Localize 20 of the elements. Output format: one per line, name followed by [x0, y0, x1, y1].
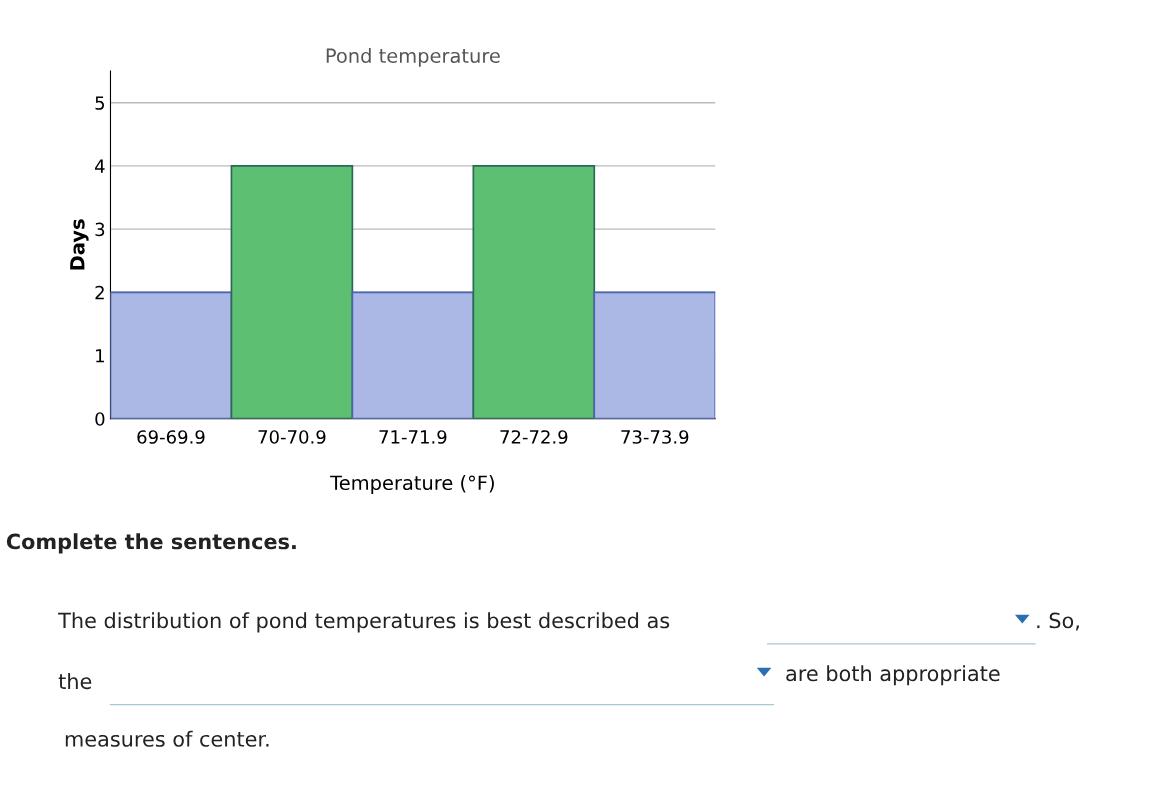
y-tick-label: 5 [95, 96, 105, 110]
text: are both appropriate [786, 665, 1000, 686]
y-tick-label: 1 [96, 349, 104, 363]
x-tick-label: 73-73.9 [621, 430, 689, 444]
x-tick-label: 70-70.9 [258, 430, 326, 444]
x-axis-title: Temperature (°F) [330, 475, 494, 494]
x-tick-label: 69-69.9 [137, 430, 205, 444]
x-tick-label: 72-72.9 [500, 430, 568, 444]
y-tick-label: 4 [95, 159, 105, 173]
text: the [58, 673, 92, 690]
y-tick-label: 2 [95, 285, 104, 300]
y-tick-label: 0 [95, 412, 105, 426]
y-tick-label: 3 [95, 222, 105, 237]
x-tick-label: 71-71.9 [379, 430, 447, 444]
text: The distribution of pond temperatures is best described as [58, 612, 670, 633]
text: Complete the sentences. [6, 533, 296, 554]
chart-title: Pond temperature [326, 47, 500, 67]
text: . So, [1037, 612, 1079, 631]
text: measures of center. [65, 730, 269, 747]
y-axis-title: Days [70, 219, 89, 270]
